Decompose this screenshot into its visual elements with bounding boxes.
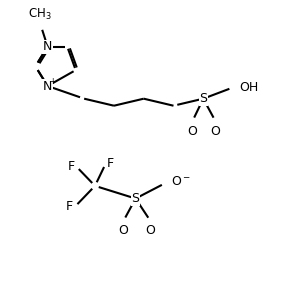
Text: F: F [107, 157, 114, 170]
Text: S: S [199, 92, 207, 105]
Text: O$^-$: O$^-$ [171, 175, 191, 188]
Text: N: N [43, 40, 52, 53]
Text: O: O [210, 125, 221, 137]
Text: N: N [43, 79, 52, 93]
Text: OH: OH [239, 81, 258, 94]
Text: O: O [146, 224, 155, 237]
Text: O: O [118, 224, 128, 237]
Text: F: F [68, 160, 75, 173]
Text: O: O [188, 125, 197, 137]
Text: $^+$: $^+$ [49, 77, 58, 87]
Text: CH$_3$: CH$_3$ [28, 7, 51, 22]
Text: F: F [66, 200, 73, 214]
Text: S: S [132, 192, 140, 205]
